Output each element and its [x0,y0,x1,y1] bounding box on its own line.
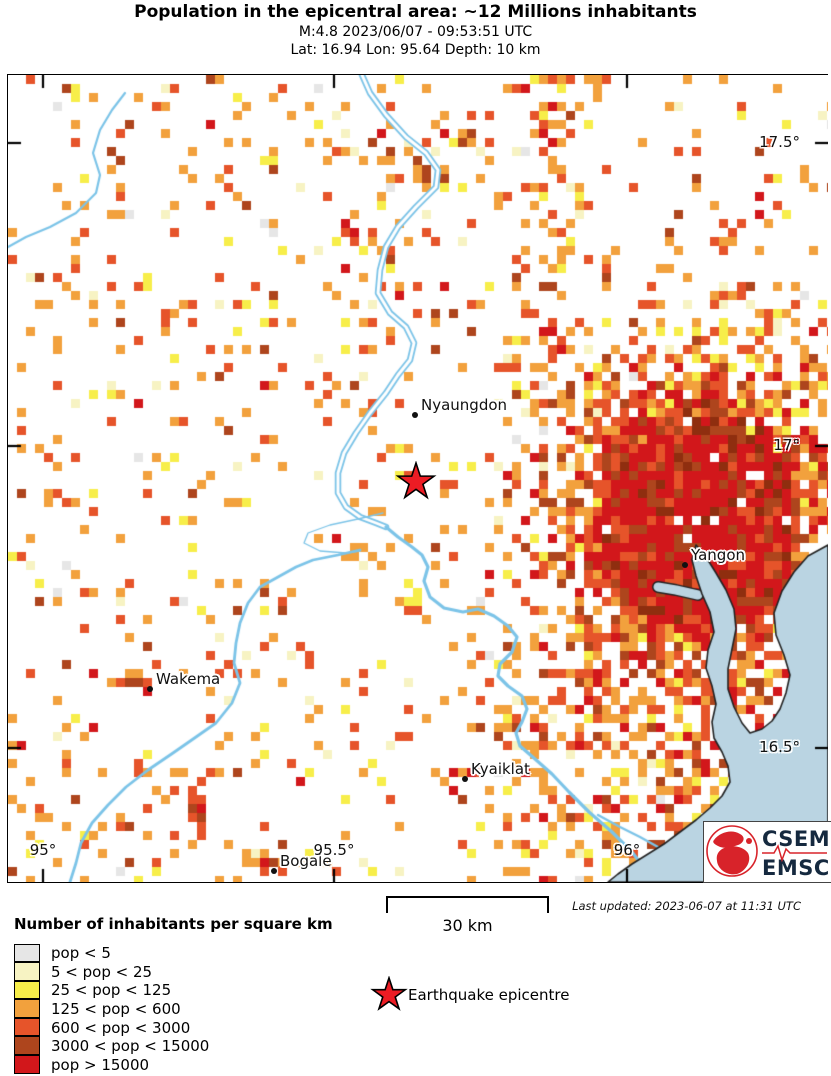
lon-axis-label: 95° [29,841,57,859]
legend-entry-label: pop < 5 [51,944,111,963]
legend-swatch [14,1036,40,1056]
city-label: Wakema [156,670,221,688]
legend-entry-label: 600 < pop < 3000 [51,1018,191,1037]
legend-entry-label: 3000 < pop < 15000 [51,1037,210,1056]
city-dot-icon [147,686,153,692]
legend-swatch [14,980,40,1000]
legend-entry: pop < 5 [14,943,333,963]
page-title: Population in the epicentral area: ~12 M… [134,2,697,22]
legend-entry-label: 125 < pop < 600 [51,1000,181,1019]
city-dot-icon [412,412,418,418]
legend-title: Number of inhabitants per square km [14,915,333,933]
epicentre-legend-label: Earthquake epicentre [408,986,570,1004]
lon-axis-label: 95.5° [313,841,355,859]
city-label: Kyaiklat [471,760,530,778]
population-legend: Number of inhabitants per square km pop … [14,915,333,1074]
city-dot-icon [271,868,277,874]
epicentre-legend-star-icon [370,976,408,1011]
legend-entry-label: pop > 15000 [51,1055,150,1074]
legend-entry: 25 < pop < 125 [14,980,333,1000]
csem-emsc-logo: CSEM EMSC [703,821,831,883]
epicenter-star-icon [395,461,437,500]
city-dot-icon [462,776,468,782]
event-magnitude-line: M:4.8 2023/06/07 - 09:53:51 UTC [298,24,533,40]
logo-csem-text: CSEM [762,827,829,851]
legend-entry: pop > 15000 [14,1055,333,1075]
map-frame: Nyaungdon Yangon Wakema Kyaiklat Bogale 17.5… [7,74,831,883]
legend-entry: 3000 < pop < 15000 [14,1036,333,1056]
legend-entry: 125 < pop < 600 [14,999,333,1019]
legend-swatch [14,1017,40,1037]
legend-swatch [14,1055,40,1074]
lat-axis-label: 17.5° [759,133,800,151]
legend-entry: 5 < pop < 25 [14,962,333,982]
legend-entry-label: 5 < pop < 25 [51,962,153,981]
legend-entry: 600 < pop < 3000 [14,1017,333,1037]
logo-seismogram-icon [762,844,827,863]
legend-swatch [14,962,40,981]
legend-entry-label: 25 < pop < 125 [51,981,172,1000]
city-label: Nyaungdon [421,396,508,414]
city-label: Bogale [280,852,332,870]
scale-bar [386,896,549,913]
logo-emsc-text: EMSC [762,856,829,880]
legend-swatch [14,943,40,963]
last-updated-text: Last updated: 2023-06-07 at 11:31 UTC [572,899,801,913]
lat-axis-label: 16.5° [759,738,800,756]
lon-axis-label: 96° [613,841,641,859]
event-location-line: Lat: 16.94 Lon: 95.64 Depth: 10 km [290,42,541,58]
lat-axis-label: 17° [773,436,800,454]
legend-swatch [14,999,40,1018]
scale-bar-label: 30 km [442,916,493,935]
city-label: Yangon [691,546,746,564]
city-dot-icon [682,562,688,568]
